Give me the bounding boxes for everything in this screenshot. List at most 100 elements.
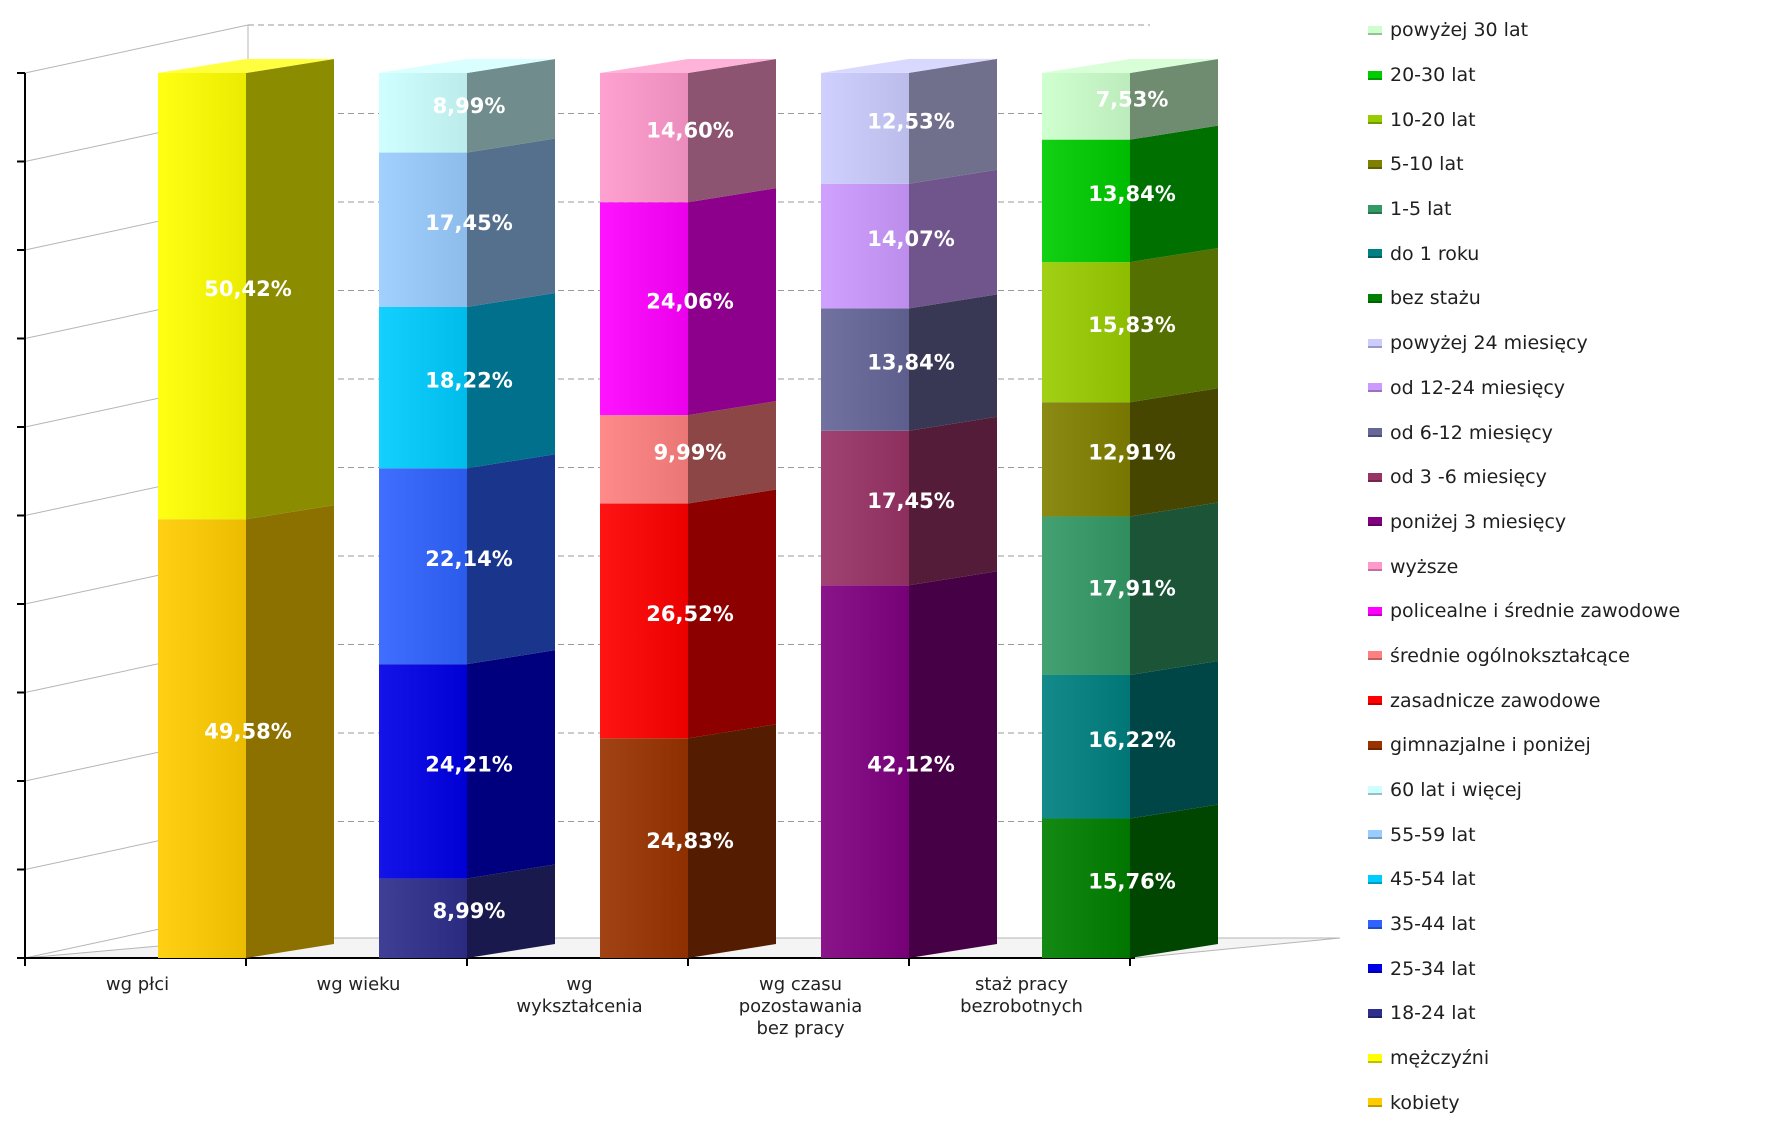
bar-stack: 24,83% 26,52% 9,99% 24,06% 14,60%	[600, 59, 776, 958]
data-label: 17,45%	[867, 489, 954, 513]
legend-item: 1-5 lat	[1368, 187, 1780, 232]
legend-swatch	[1368, 696, 1382, 705]
data-label: 22,14%	[425, 547, 512, 571]
data-label: 12,53%	[867, 109, 954, 133]
legend-swatch	[1368, 1098, 1382, 1107]
legend-swatch	[1368, 786, 1382, 795]
legend-label: od 3 -6 miesięcy	[1390, 466, 1547, 488]
data-label: 24,21%	[425, 752, 512, 776]
legend-item: policealne i średnie zawodowe	[1368, 589, 1780, 634]
legend-label: 35-44 lat	[1390, 913, 1476, 935]
legend-item: bez stażu	[1368, 276, 1780, 321]
legend-label: 10-20 lat	[1390, 109, 1476, 131]
data-label: 17,91%	[1088, 577, 1175, 601]
legend-item: 10-20 lat	[1368, 97, 1780, 142]
data-label: 16,22%	[1088, 728, 1175, 752]
legend-label: 55-59 lat	[1390, 824, 1476, 846]
data-label: 13,84%	[1088, 182, 1175, 206]
legend-label: powyżej 30 lat	[1390, 19, 1528, 41]
data-label: 9,99%	[654, 440, 727, 464]
legend-swatch	[1368, 249, 1382, 258]
legend-item: 25-34 lat	[1368, 946, 1780, 991]
legend-swatch	[1368, 1009, 1382, 1018]
bar-stack: 49,58% 50,42%	[158, 59, 334, 958]
legend-swatch	[1368, 294, 1382, 303]
data-label: 15,76%	[1088, 869, 1175, 893]
legend-label: 60 lat i więcej	[1390, 779, 1522, 801]
legend-item: 55-59 lat	[1368, 812, 1780, 857]
legend-swatch	[1368, 741, 1382, 750]
legend-swatch	[1368, 920, 1382, 929]
data-label: 15,83%	[1088, 313, 1175, 337]
legend-item: poniżej 3 miesięcy	[1368, 500, 1780, 545]
legend-item: 60 lat i więcej	[1368, 768, 1780, 813]
legend-label: zasadnicze zawodowe	[1390, 690, 1600, 712]
legend-label: do 1 roku	[1390, 243, 1479, 265]
legend-item: od 3 -6 miesięcy	[1368, 455, 1780, 500]
legend-item: średnie ogólnokształcące	[1368, 634, 1780, 679]
legend-item: kobiety	[1368, 1081, 1780, 1125]
data-label: 17,45%	[425, 211, 512, 235]
legend-label: 1-5 lat	[1390, 198, 1451, 220]
legend-label: poniżej 3 miesięcy	[1390, 511, 1566, 533]
legend-item: gimnazjalne i poniżej	[1368, 723, 1780, 768]
legend-label: wyższe	[1390, 556, 1458, 578]
legend-item: powyżej 30 lat	[1368, 8, 1780, 53]
stacked-3d-bar-chart: 49,58% 50,42% 8,99% 24,21% 22,14% 18,22% 17,45…	[0, 0, 1360, 1097]
legend-label: 18-24 lat	[1390, 1002, 1476, 1024]
data-label: 24,06%	[646, 290, 733, 314]
legend-swatch	[1368, 205, 1382, 214]
legend-item: 20-30 lat	[1368, 53, 1780, 98]
bar-stack: 15,76% 16,22% 17,91% 12,91% 15,83% 13,84% 7,53…	[1042, 59, 1218, 958]
legend-label: średnie ogólnokształcące	[1390, 645, 1630, 667]
legend-label: bez stażu	[1390, 287, 1481, 309]
legend-swatch	[1368, 160, 1382, 169]
bar-stack: 42,12% 17,45% 13,84% 14,07% 12,53%	[821, 59, 997, 958]
legend-item: 35-44 lat	[1368, 902, 1780, 947]
legend-label: 25-34 lat	[1390, 958, 1476, 980]
data-label: 42,12%	[867, 753, 954, 777]
legend-swatch	[1368, 964, 1382, 973]
legend-swatch	[1368, 517, 1382, 526]
legend-item: wyższe	[1368, 544, 1780, 589]
legend-item: od 6-12 miesięcy	[1368, 410, 1780, 455]
legend-label: kobiety	[1390, 1092, 1460, 1114]
data-label: 8,99%	[433, 899, 506, 923]
legend-item: 18-24 lat	[1368, 991, 1780, 1036]
legend-item: 5-10 lat	[1368, 142, 1780, 187]
x-tick-label: wg wieku	[317, 974, 401, 995]
legend-swatch	[1368, 71, 1382, 80]
legend-label: od 6-12 miesięcy	[1390, 422, 1553, 444]
data-label: 7,53%	[1096, 87, 1169, 111]
legend-swatch	[1368, 1054, 1382, 1063]
legend-label: powyżej 24 miesięcy	[1390, 332, 1588, 354]
legend-swatch	[1368, 428, 1382, 437]
legend-swatch	[1368, 473, 1382, 482]
legend-label: gimnazjalne i poniżej	[1390, 734, 1591, 756]
data-label: 12,91%	[1088, 440, 1175, 464]
legend-swatch	[1368, 26, 1382, 35]
data-label: 14,07%	[867, 227, 954, 251]
x-tick-label: wg płci	[106, 974, 169, 995]
legend-item: mężczyźni	[1368, 1036, 1780, 1081]
legend-swatch	[1368, 875, 1382, 884]
bar-stack: 8,99%24,21%22,14%18,22%17,45%8,99%	[379, 59, 555, 958]
legend-swatch	[1368, 115, 1382, 124]
data-label: 49,58%	[204, 720, 291, 744]
legend-label: mężczyźni	[1390, 1047, 1489, 1069]
data-label: 14,60%	[646, 119, 733, 143]
data-label: 13,84%	[867, 351, 954, 375]
data-label: 18,22%	[425, 369, 512, 393]
legend-item: powyżej 24 miesięcy	[1368, 321, 1780, 366]
legend-swatch	[1368, 339, 1382, 348]
data-label: 26,52%	[646, 602, 733, 626]
legend-item: zasadnicze zawodowe	[1368, 678, 1780, 723]
data-label: 24,83%	[646, 829, 733, 853]
legend-label: policealne i średnie zawodowe	[1390, 600, 1680, 622]
legend-swatch	[1368, 562, 1382, 571]
data-label: 50,42%	[204, 277, 291, 301]
legend-label: 20-30 lat	[1390, 64, 1476, 86]
